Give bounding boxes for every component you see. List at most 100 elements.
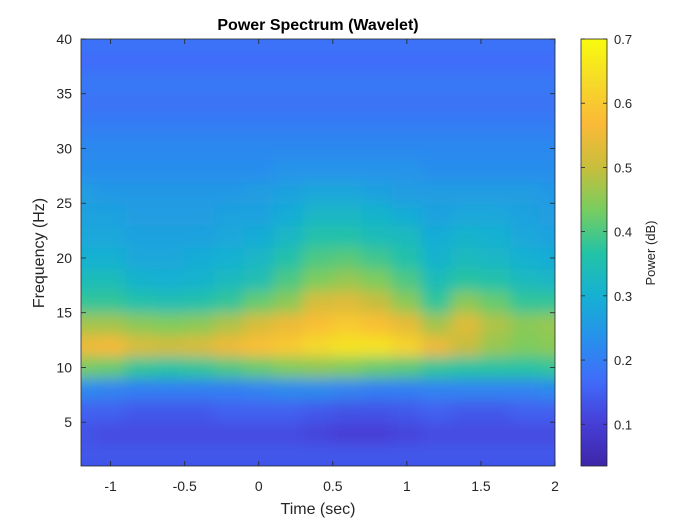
heatmap-cell [213, 180, 245, 204]
heatmap-cell [391, 290, 423, 314]
heatmap-cell [81, 421, 97, 445]
heatmap-cell [95, 137, 126, 160]
heatmap-cell [124, 377, 156, 401]
heatmap-cell [154, 115, 186, 139]
heatmap-cell [154, 290, 186, 314]
heatmap-cell [539, 268, 555, 292]
heatmap-cell [184, 421, 215, 445]
heatmap-cell [421, 158, 452, 182]
heatmap-cell [273, 137, 304, 160]
y-axis: 5 10 15 20 25 30 35 40 [56, 31, 555, 430]
heatmap-cell [391, 421, 423, 445]
heatmap-cell [81, 137, 97, 160]
heatmap-cell [184, 246, 215, 270]
heatmap-cell [539, 377, 555, 401]
heatmap-cell [184, 224, 215, 248]
x-tick-label: -0.5 [173, 478, 197, 494]
heatmap-cell [510, 443, 541, 466]
heatmap-cell [273, 39, 304, 51]
heatmap-cell [421, 399, 452, 423]
heatmap-cell [273, 71, 304, 95]
heatmap-cell [450, 443, 482, 466]
heatmap-cell [273, 290, 304, 314]
heatmap-cell [450, 356, 482, 379]
heatmap-cell [539, 180, 555, 204]
colorbar-tick-label: 0.1 [614, 417, 632, 432]
y-tick-label: 20 [56, 250, 72, 266]
heatmap-cell [273, 224, 304, 248]
colorbar-label: Power (dB) [643, 220, 658, 285]
heatmap-cell [480, 246, 512, 270]
heatmap-cell [480, 334, 512, 358]
heatmap-cell [391, 356, 423, 379]
heatmap-cell [81, 334, 97, 358]
heatmap-cell [391, 312, 423, 336]
colorbar-tick-label: 0.3 [614, 289, 632, 304]
heatmap-cell [302, 399, 334, 423]
heatmap-cell [154, 268, 186, 292]
heatmap-cell [332, 268, 363, 292]
heatmap-cell [450, 334, 482, 358]
heatmap-cell [361, 202, 393, 226]
heatmap-cell [302, 312, 334, 336]
heatmap-cell [421, 39, 452, 51]
heatmap-cell [243, 39, 275, 51]
heatmap-cell [124, 158, 156, 182]
heatmap-cell [421, 443, 452, 466]
heatmap-cell [302, 202, 334, 226]
heatmap-cell [391, 334, 423, 358]
heatmap-cell [184, 49, 215, 73]
heatmap-cell [510, 115, 541, 139]
heatmap-cell [213, 49, 245, 73]
heatmap-cell [539, 356, 555, 379]
heatmap-cell [95, 39, 126, 51]
heatmap-cell [361, 71, 393, 95]
heatmap-cell [124, 202, 156, 226]
heatmap-cell [391, 115, 423, 139]
heatmap-cell [273, 334, 304, 358]
heatmap-cell [95, 421, 126, 445]
heatmap-cell [273, 246, 304, 270]
colorbar [580, 38, 608, 467]
heatmap-cell [332, 224, 363, 248]
heatmap-cell [391, 158, 423, 182]
heatmap-cell [95, 93, 126, 117]
heatmap-cell [332, 180, 363, 204]
heatmap-cell [124, 246, 156, 270]
heatmap-cell [273, 158, 304, 182]
heatmap-cell [81, 180, 97, 204]
heatmap-cell [243, 115, 275, 139]
y-tick-label: 40 [56, 31, 72, 47]
heatmap-cell [332, 137, 363, 160]
heatmap-cell [391, 93, 423, 117]
heatmap-cell [243, 93, 275, 117]
x-tick-label: 0.5 [323, 478, 343, 494]
heatmap [81, 39, 555, 466]
heatmap-cell [450, 224, 482, 248]
heatmap-cell [273, 49, 304, 73]
heatmap-cell [213, 443, 245, 466]
heatmap-cell [391, 71, 423, 95]
x-tick-label: 1.5 [471, 478, 491, 494]
heatmap-cell [154, 334, 186, 358]
heatmap-cell [302, 224, 334, 248]
x-axis: -1 -0.5 0 0.5 1 1.5 2 [104, 39, 559, 494]
heatmap-cell [81, 158, 97, 182]
heatmap-cell [480, 180, 512, 204]
heatmap-cell [510, 137, 541, 160]
heatmap-cell [539, 71, 555, 95]
heatmap-cell [361, 180, 393, 204]
heatmap-cell [450, 137, 482, 160]
heatmap-cell [95, 399, 126, 423]
heatmap-cell [154, 421, 186, 445]
colorbar-axis: 0.1 0.2 0.3 0.4 0.5 0.6 0.7 [581, 32, 632, 432]
heatmap-cell [510, 202, 541, 226]
colorbar-tick-label: 0.2 [614, 353, 632, 368]
heatmap-cell [391, 443, 423, 466]
heatmap-cell [391, 39, 423, 51]
heatmap-cell [480, 137, 512, 160]
heatmap-cell [391, 377, 423, 401]
heatmap-cell [273, 356, 304, 379]
heatmap-cell [421, 202, 452, 226]
heatmap-cell [480, 224, 512, 248]
